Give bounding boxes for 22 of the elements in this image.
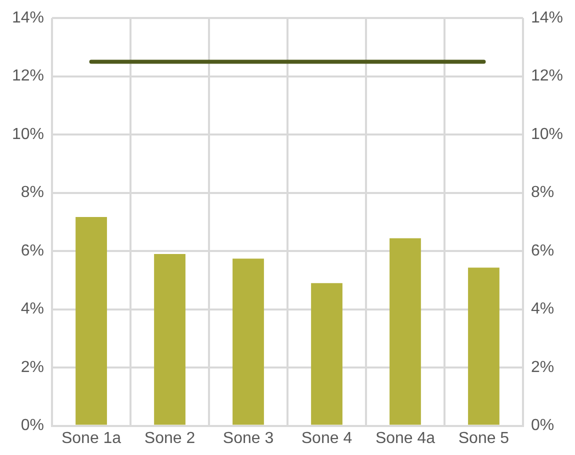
x-tick-label: Sone 2 [144, 430, 196, 447]
y-tick-label: 4% [20, 300, 44, 318]
x-tick-label: Sone 4 [301, 430, 352, 447]
x-tick-label: Sone 3 [222, 430, 274, 447]
y2-tick-label: 12% [530, 68, 564, 85]
y2-tick-label: 0% [530, 417, 554, 434]
y-tick-label: 12% [12, 68, 44, 85]
x-tick-label: Sone 4a [375, 430, 436, 447]
x-tick-label: Sone 1a [61, 430, 122, 447]
y2-tick-label: 14% [530, 9, 564, 26]
y2-tick-label: 2% [530, 358, 554, 376]
y-tick-label: 14% [12, 9, 44, 26]
y-tick-label: 8% [20, 184, 44, 202]
y2-tick-label: 10% [530, 126, 564, 143]
y-tick-label: 2% [20, 358, 44, 376]
y2-tick-label: 6% [530, 242, 554, 260]
y-tick-label: 10% [12, 126, 44, 143]
y2-tick-label: 8% [530, 184, 554, 202]
y2-tick-label: 4% [530, 300, 554, 318]
x-tick-label: Sone 5 [458, 430, 510, 447]
y-tick-label: 6% [20, 242, 44, 260]
y-tick-label: 0% [20, 417, 44, 434]
